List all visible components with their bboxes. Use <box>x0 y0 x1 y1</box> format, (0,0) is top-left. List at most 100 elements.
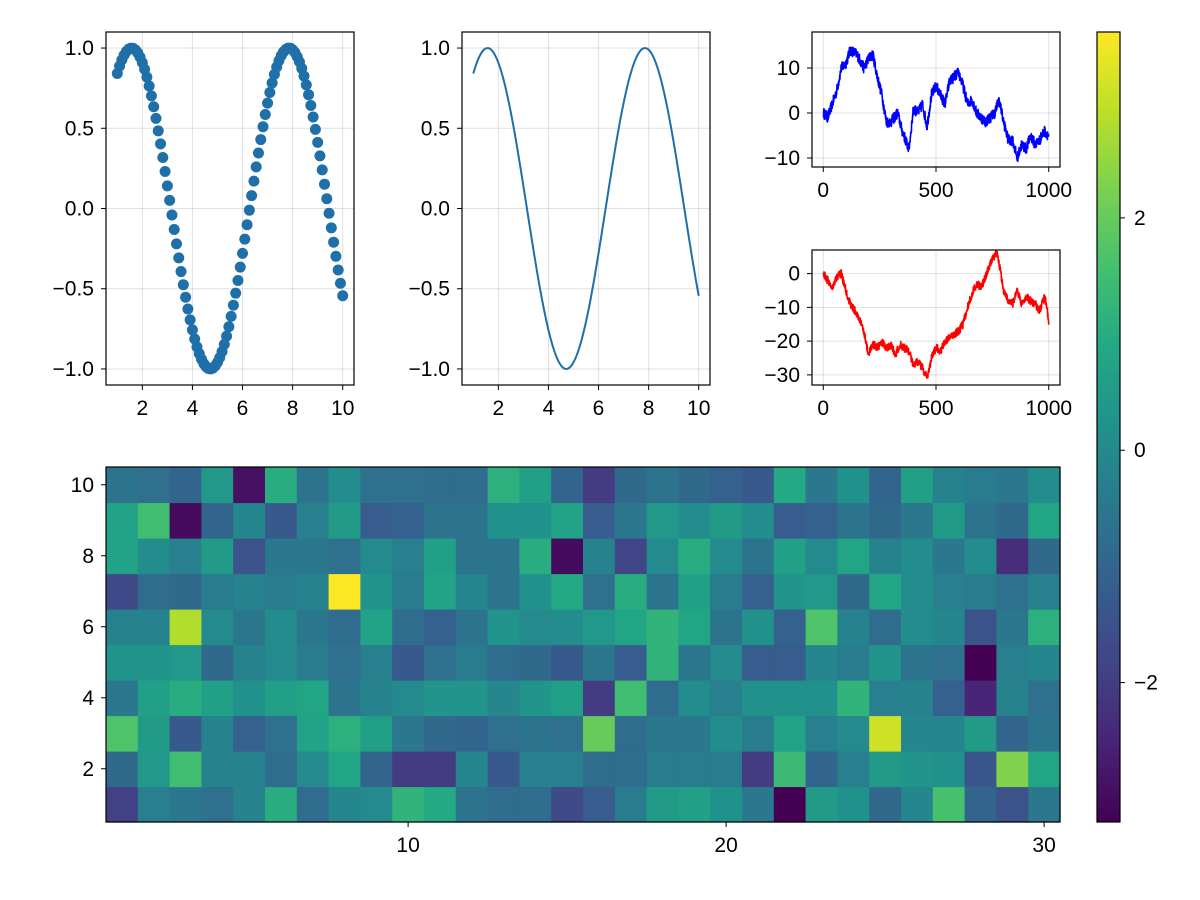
scatter-point <box>298 70 310 82</box>
heatmap-cell <box>296 609 330 646</box>
heatmap-cell <box>837 467 870 504</box>
scatter-point <box>307 111 319 123</box>
heatmap-cell <box>646 538 679 575</box>
heatmap-cell <box>710 715 743 752</box>
heatmap-cell <box>742 467 775 504</box>
scatter-point <box>234 261 246 273</box>
heatmap-cell <box>551 680 584 717</box>
heatmap-cell <box>964 538 997 575</box>
x-tick-label: 8 <box>643 397 655 420</box>
heatmap-cell <box>201 786 234 823</box>
scatter-point <box>303 89 315 101</box>
heatmap-cell <box>646 467 679 504</box>
heatmap-cell <box>932 715 966 752</box>
y-tick-label: 10 <box>71 474 94 497</box>
heatmap-cell <box>201 467 234 504</box>
heatmap-cell <box>328 609 361 646</box>
heatmap-cell <box>869 786 902 823</box>
heatmap-cell <box>551 644 584 681</box>
heatmap-cell <box>1028 609 1061 646</box>
y-tick-label: 0.5 <box>421 117 450 140</box>
heatmap-cell <box>265 680 298 717</box>
heatmap-cell <box>805 573 838 610</box>
heatmap-cell <box>455 715 489 752</box>
heatmap-cell <box>583 502 616 539</box>
heatmap-cell <box>169 538 202 575</box>
y-tick-label: 2 <box>82 758 94 781</box>
heatmap-cell <box>614 538 648 575</box>
y-tick-label: 1.0 <box>421 37 450 60</box>
heatmap-cell <box>201 538 234 575</box>
heatmap-cell <box>678 644 711 681</box>
heatmap-cell <box>614 751 648 788</box>
heatmap-cell <box>455 644 489 681</box>
y-tick-label: 10 <box>777 57 800 80</box>
scatter-point <box>300 79 312 91</box>
heatmap-cell <box>233 502 266 539</box>
plot-frame <box>811 31 1061 168</box>
y-tick-label: −0.5 <box>409 278 450 301</box>
scatter-point <box>157 152 169 164</box>
heatmap-cell <box>106 751 139 788</box>
x-tick-label: 8 <box>287 397 299 420</box>
scatter-point <box>221 330 233 342</box>
heatmap-cell <box>646 680 679 717</box>
x-tick-label: 500 <box>918 179 953 202</box>
heatmap-cell <box>646 502 679 539</box>
axes-5: 10 20 30 2 4 6 8 10 <box>71 466 1061 857</box>
heatmap-cell <box>169 467 202 504</box>
heatmap-cell <box>519 786 552 823</box>
colorbar-tick-label: 2 <box>1134 207 1146 230</box>
y-tick-label: −10 <box>764 296 800 319</box>
heatmap-cell <box>996 573 1029 610</box>
scatter-point <box>218 338 230 350</box>
heatmap-cell <box>551 467 584 504</box>
heatmap-cell <box>614 786 648 823</box>
heatmap-cell <box>519 715 552 752</box>
sine-line <box>472 47 700 370</box>
heatmap-cell <box>519 680 552 717</box>
heatmap-cell <box>583 573 616 610</box>
heatmap-cell <box>487 786 520 823</box>
heatmap-cell <box>487 609 520 646</box>
scatter-point <box>223 321 235 333</box>
heatmap-cell <box>710 538 743 575</box>
scatter-point <box>227 299 239 311</box>
heatmap-cell <box>455 502 489 539</box>
heatmap-cell <box>487 467 520 504</box>
heatmap-cell <box>710 502 743 539</box>
heatmap-cell <box>837 680 870 717</box>
x-tick-label: 6 <box>237 397 249 420</box>
heatmap-cell <box>328 680 361 717</box>
scatter-point <box>266 77 278 89</box>
heatmap-cell <box>360 715 393 752</box>
heatmap-cell <box>837 609 870 646</box>
heatmap-cell <box>519 467 552 504</box>
heatmap-cell <box>106 573 139 610</box>
heatmap-cell <box>964 680 997 717</box>
heatmap-cell <box>901 538 934 575</box>
scatter-point <box>237 247 249 259</box>
heatmap-cell <box>646 786 679 823</box>
plot-frame <box>105 466 1061 823</box>
heatmap-cell <box>678 467 711 504</box>
heatmap-cell <box>169 680 202 717</box>
heatmap-cell <box>392 680 425 717</box>
heatmap-cell <box>392 751 425 788</box>
scatter-point <box>168 223 180 235</box>
heatmap-cell <box>201 502 234 539</box>
heatmap-cell <box>137 538 171 575</box>
x-tick-label: 10 <box>687 397 710 420</box>
heatmap-cell <box>932 467 966 504</box>
heatmap-cell <box>837 715 870 752</box>
heatmap-cell <box>551 786 584 823</box>
y-tick-label: −30 <box>764 364 800 387</box>
heatmap-cell <box>805 502 838 539</box>
heatmap-cell <box>487 680 520 717</box>
heatmap-cell <box>328 751 361 788</box>
heatmap-cell <box>1028 502 1061 539</box>
heatmap-cell <box>169 751 202 788</box>
heatmap-cell <box>551 751 584 788</box>
heatmap-cell <box>742 609 775 646</box>
scatter-point <box>257 121 269 133</box>
